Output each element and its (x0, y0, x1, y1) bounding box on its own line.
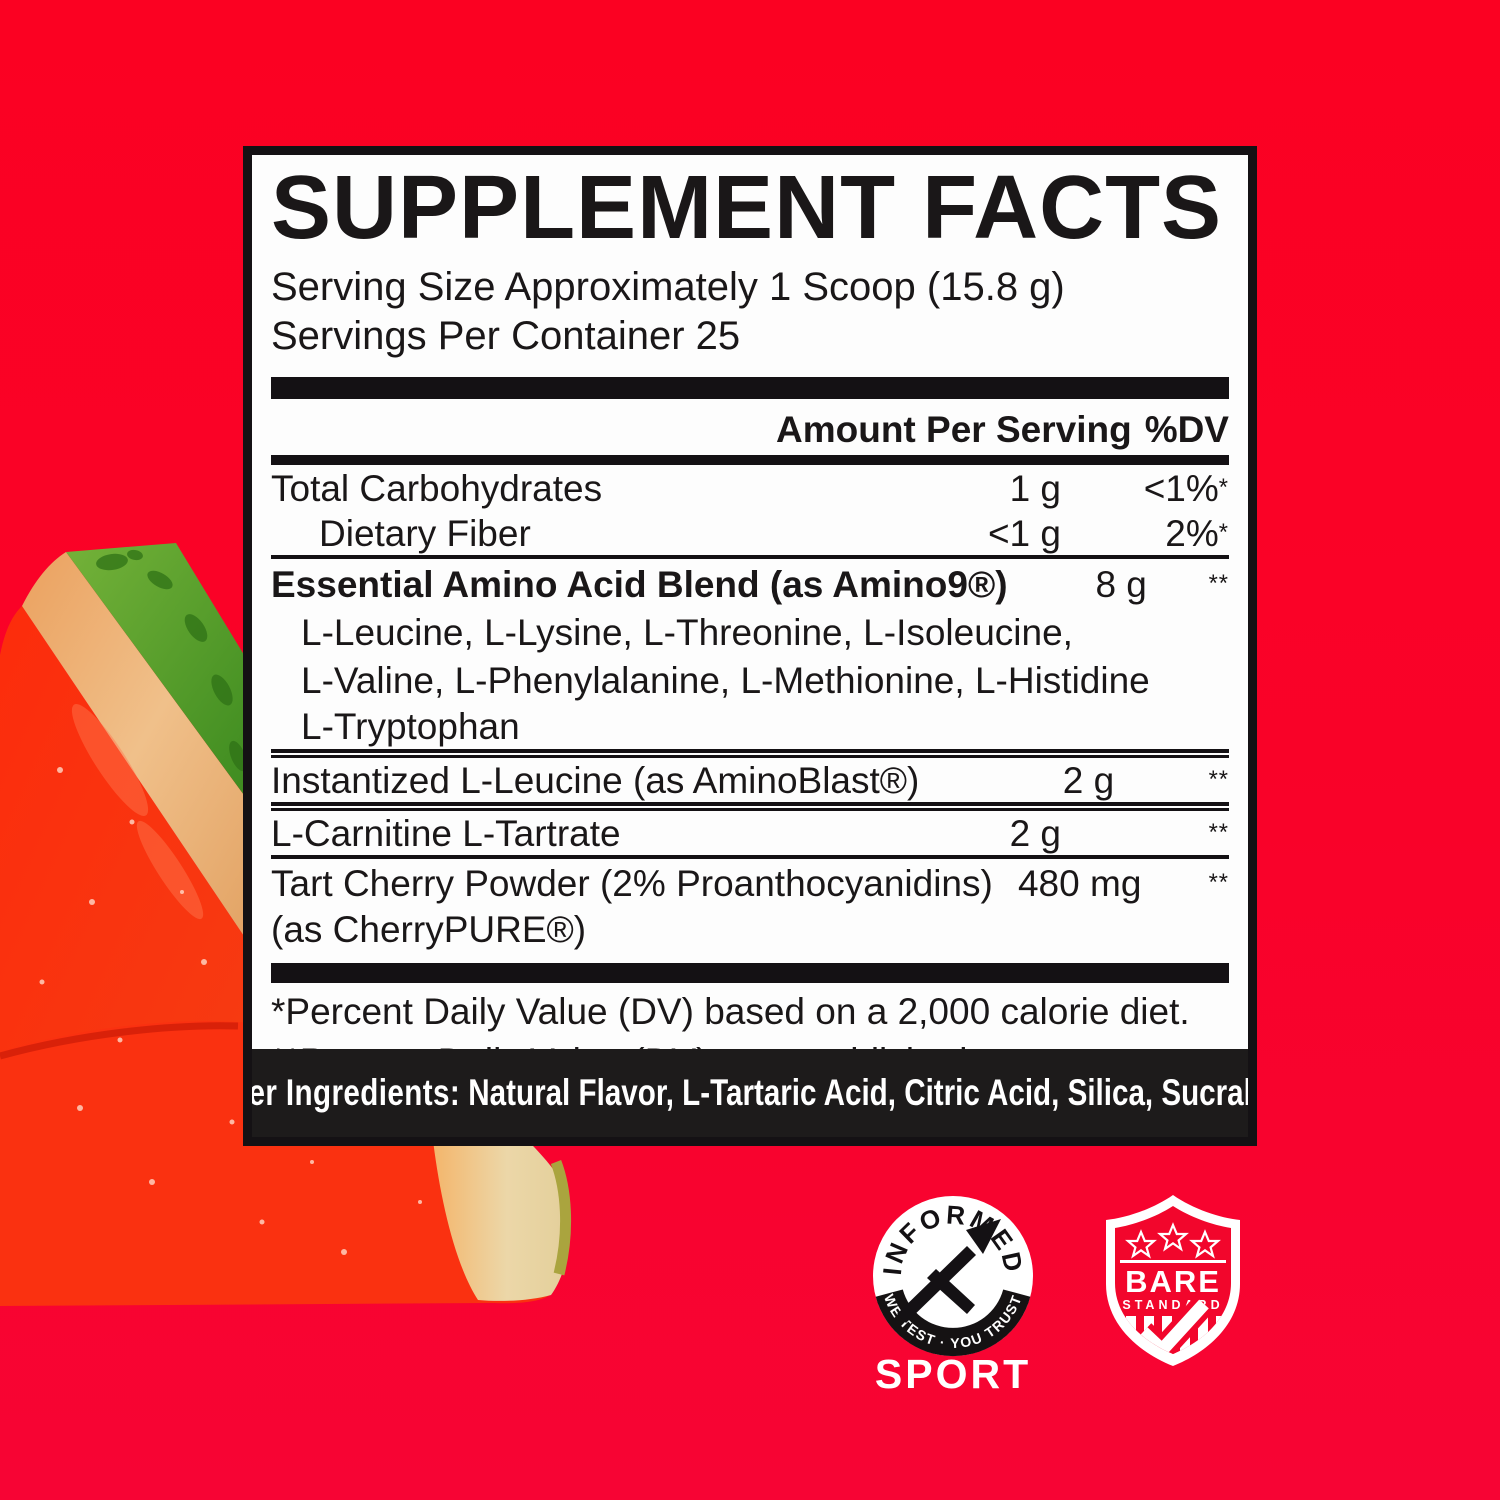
header-separator (271, 455, 1229, 465)
table-row: Essential Amino Acid Blend (as Amino9®) … (271, 564, 1229, 605)
table-row: L-Carnitine L-Tartrate 2 g ** (271, 813, 1229, 854)
table-row-continuation: (as CherryPURE®) (271, 909, 587, 950)
divider-bar-top (271, 377, 1229, 399)
supplement-facts-content: SUPPLEMENT FACTS Serving Size Approximat… (252, 155, 1248, 1137)
table-header-row: Amount Per Serving %DV (271, 399, 1229, 451)
informed-sport-badge: INFORMED WE TEST · YOU TRUST SPORT (873, 1196, 1033, 1392)
serving-info: Serving Size Approximately 1 Scoop (15.8… (271, 263, 1229, 361)
wedge-lower-green-edge (550, 1160, 572, 1276)
servings-per-container: Servings Per Container 25 (271, 314, 741, 358)
other-ingredients-text: Other Ingredients: Natural Flavor, L-Tar… (252, 1072, 1248, 1114)
amino-subline: L-Tryptophan (301, 706, 520, 747)
flesh-highlights (71, 704, 204, 920)
row-separator (271, 555, 1229, 559)
flesh-speckles (39, 767, 422, 1255)
row-separator-double (271, 802, 1229, 811)
supplement-facts-panel: SUPPLEMENT FACTS Serving Size Approximat… (243, 146, 1257, 1146)
footnote: *Percent Daily Value (DV) based on a 2,0… (271, 991, 1190, 1032)
shield-rule (1120, 1260, 1226, 1263)
bare-text: BARE (1125, 1264, 1221, 1299)
col-header-dv: %DV (1144, 409, 1229, 450)
badge-bottom-band (875, 1289, 1031, 1357)
bare-standard-badge: BARE STANDARD (1106, 1195, 1240, 1366)
other-ingredients-label: Other Ingredients: (252, 1072, 461, 1113)
amino-subline: L-Valine, L-Phenylalanine, L-Methionine,… (301, 660, 1150, 701)
table-row: Tart Cherry Powder (2% Proanthocyanidins… (271, 863, 1229, 904)
wedge-upper-green-rind (66, 543, 252, 806)
wedge-upper-inner-rind (22, 552, 252, 948)
wedge-lower-rind-tip (430, 1107, 570, 1301)
wedge-crease-shadow (0, 1022, 239, 1060)
other-ingredients-bar: Other Ingredients: Natural Flavor, L-Tar… (252, 1049, 1248, 1137)
row-separator-double (271, 749, 1229, 758)
informed-arrow-icon (897, 1219, 1001, 1323)
sport-caption: SPORT (875, 1351, 1031, 1392)
table-row: Instantized L-Leucine (as AminoBlast®) 2… (271, 760, 1229, 801)
row-separator (271, 855, 1229, 859)
serving-size: Serving Size Approximately 1 Scoop (15.8… (271, 265, 1065, 309)
divider-bar-bottom (271, 963, 1229, 983)
table-row: Total Carbohydrates 1 g <1%* (271, 468, 1229, 509)
col-header-amount: Amount Per Serving (776, 409, 1132, 450)
other-ingredients-list: Natural Flavor, L-Tartaric Acid, Citric … (460, 1072, 1248, 1113)
amino-subline: L-Leucine, L-Lysine, L-Threonine, L-Isol… (301, 612, 1073, 653)
table-row: Dietary Fiber <1 g 2%* (319, 513, 1229, 554)
panel-title: SUPPLEMENT FACTS (271, 158, 1223, 258)
rind-mottling (96, 549, 247, 772)
